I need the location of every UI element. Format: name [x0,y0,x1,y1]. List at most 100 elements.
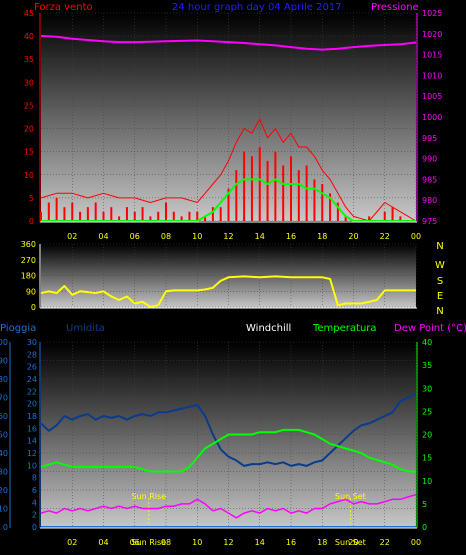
rain-tick-label: 60 [0,412,8,421]
wind-gust-line [40,118,417,222]
direction-tick-label: 0 [31,303,36,312]
rain-tick-label: 70 [0,394,8,403]
time-tick-label: 04 [98,232,108,241]
wind-speed-bar [219,207,222,221]
rain-tick-label: 40 [0,449,8,458]
humidity-tick-label: 10 [27,461,37,470]
wind-speed-bar [391,207,394,221]
wind-speed-bar [321,184,324,221]
wind-speed-bar [86,207,89,221]
rain-tick-label: 20 [0,486,8,495]
pressure-tick-label: 1015 [422,51,442,60]
humidity-axis-title: Umidita [66,323,105,334]
humidity-tick-label: 26 [27,363,37,372]
pressure-line [40,34,417,51]
time-tick-label: 06 [130,538,140,547]
humidity-tick-label: 16 [27,424,37,433]
humidity-tick-label: 6 [32,486,37,495]
wind-speed-bar [79,211,82,221]
wind-speed-bar [305,165,308,221]
rain-tick-label: 90 [0,357,8,366]
humidity-tick-label: 18 [27,412,37,421]
wind-speed-bar [282,165,285,221]
direction-tick-label: 90 [26,287,36,296]
panel3-time-ticks: 02 04 06 08 10 12 14 16 18 20 22 00 [67,538,421,547]
rain-tick-label: 100 [0,338,8,347]
wind-speed-bar [47,202,50,221]
wind-direction-line [40,275,416,308]
time-tick-label: 12 [223,538,233,547]
wind-speed-bar [149,216,152,221]
temperature-tick-label: 5 [422,500,427,509]
wind-speed-bar [141,207,144,221]
pressure-tick-label: 985 [422,175,437,184]
wind-speed-bar [157,211,160,221]
time-tick-label: 00 [411,232,421,241]
pressure-tick-label: 1020 [422,30,442,39]
humidity-tick-label: 2 [32,511,37,520]
wind-speed-bar [399,216,402,221]
time-tick-label: 08 [161,538,171,547]
legend-temperature: Temperatura [312,323,377,334]
temperature-tick-label: 10 [422,477,432,486]
humidity-tick-label: 8 [32,474,37,483]
wind-speed-bar [40,211,42,221]
wind-tick-label: 25 [24,101,34,110]
humidity-tick-label: 0 [32,523,37,532]
wind-direction-series [40,275,416,308]
sun-event-label: Sun Set [335,492,366,501]
time-tick-label: 02 [67,538,77,547]
humidity-tick-label: 28 [27,350,37,359]
temperature-tick-label: 40 [422,338,432,347]
wind-tick-label: 35 [24,55,34,64]
wind-direction-plot-area [41,244,416,308]
temperature-tick-label: 0 [422,523,427,532]
wind-speed-bar [274,151,277,221]
wind-tick-label: 30 [24,78,34,87]
wind-direction-grid [41,243,417,308]
wind-axis-title: Forza vento [34,2,93,13]
compass-label: N [436,306,443,317]
wind-speed-bar [172,211,175,221]
chart-title: 24 hour graph day 04 Aprile 2017 [172,2,342,13]
wind-speed-bar [290,156,292,221]
time-tick-label: 20 [348,232,358,241]
time-tick-label: 02 [67,232,77,241]
wind-speed-bar [336,202,339,221]
wind-speed-bar [55,197,58,221]
wind-speed-bar [125,207,128,221]
wind-speed-bar [102,211,105,221]
pressure-axis-ticks: 975 980 985 990 995 1000 1005 1010 1015 1020 1025 [422,9,442,226]
wind-speed-bar [180,216,183,221]
rain-tick-label: 80 [0,375,8,384]
wind-speed-bar [250,156,253,221]
time-tick-label: 06 [130,232,140,241]
time-tick-label: 16 [286,232,296,241]
sun-event-axis-label: Sun Rise [131,538,166,547]
temperature-tick-label: 30 [422,384,432,393]
temperature-tick-label: 20 [422,431,432,440]
wind-speed-bar [94,202,97,221]
legend-dew-point: Dew Point (°C) [394,323,466,334]
time-tick-label: 10 [192,232,202,241]
compass-label: N [436,241,443,252]
time-tick-label: 16 [286,538,296,547]
temperature-tick-label: 15 [422,454,432,463]
rain-axis-title: Pioggia [0,323,36,334]
pressure-axis-title: Pressione [371,2,419,13]
pressure-tick-label: 980 [422,196,437,205]
wind-speed-bar [344,216,347,221]
direction-tick-label: 270 [21,256,36,265]
time-tick-label: 20 [348,538,358,547]
wind-tick-label: 20 [24,125,34,134]
direction-degree-ticks: 0 90 180 270 360 [21,240,36,312]
compass-label: E [437,291,443,302]
wind-speed-bar [329,193,332,221]
compass-label: S [437,276,443,287]
pressure-tick-label: 1010 [422,71,442,80]
wind-speed-bar [258,147,261,221]
dew-point-line [40,493,417,519]
wind-speed-bar [297,170,300,221]
